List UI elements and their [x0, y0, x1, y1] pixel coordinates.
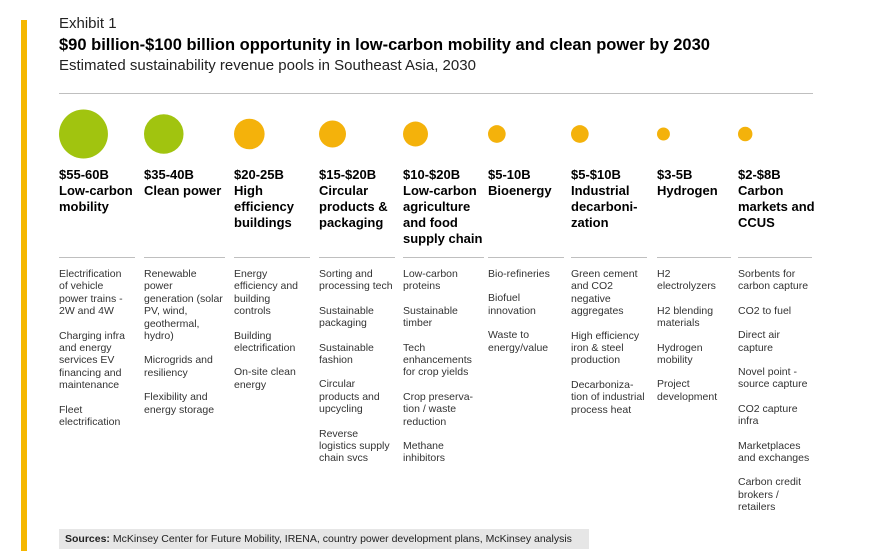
- category-value: $15-$20B: [319, 167, 377, 182]
- category-items: Energy efficiency and building controls B…: [234, 268, 308, 403]
- list-item: Green cement and CO2 negative aggregates: [571, 268, 638, 318]
- category-label: Carbon markets and CCUS: [738, 183, 815, 230]
- bubble-0: [59, 109, 108, 159]
- column-divider: [59, 257, 135, 258]
- list-item: Building electrification: [234, 329, 296, 355]
- category-header-7: $3-5B Hydrogen: [657, 167, 735, 199]
- chart-subtitle: Estimated sustainability revenue pools i…: [59, 57, 476, 74]
- category-items: Green cement and CO2 negative aggregates…: [571, 268, 645, 428]
- category-value: $20-25B: [234, 167, 284, 182]
- bubble-8: [738, 126, 753, 142]
- accent-bar: [21, 20, 27, 551]
- list-item: H2 blending materials: [657, 304, 714, 330]
- bubble-5: [488, 125, 506, 143]
- category-items: Bio-refineries Biofuel innovation Waste to…: [488, 268, 562, 366]
- bubble-1: [144, 114, 184, 154]
- category-header-3: $15-$20B Circular products & packaging: [319, 167, 399, 231]
- column-divider: [488, 257, 564, 258]
- list-item: Novel point - source capture: [738, 366, 808, 391]
- category-label: High efficiency buildings: [234, 183, 294, 230]
- list-item: CO2 capture infra: [738, 402, 798, 428]
- column-divider: [319, 257, 395, 258]
- list-item: Marketplaces and exchanges: [738, 439, 810, 465]
- sources-label: Sources:: [65, 533, 110, 545]
- sources-text: McKinsey Center for Future Mobility, IRE…: [112, 533, 572, 545]
- category-value: $5-10B: [488, 167, 531, 182]
- column-divider: [234, 257, 310, 258]
- list-item: Methane inhibitors: [403, 440, 446, 465]
- category-header-8: $2-$8B Carbon markets and CCUS: [738, 167, 816, 231]
- category-label: Bioenergy: [488, 183, 552, 198]
- category-items: Electrification of vehicle power trains …: [59, 268, 133, 440]
- category-header-6: $5-$10B Industrial decarboni-zation: [571, 167, 651, 231]
- bubble-3: [319, 120, 347, 148]
- list-item: Tech enhancements for crop yields: [403, 341, 472, 379]
- category-header-4: $10-$20B Low-carbon agriculture and food …: [403, 167, 488, 247]
- list-item: Sorbents for carbon capture: [738, 268, 809, 293]
- sources-note: Sources: McKinsey Center for Future Mobi…: [59, 529, 589, 549]
- category-label: Circular products & packaging: [319, 183, 388, 230]
- category-value: $55-60B: [59, 167, 109, 182]
- bubble-6: [571, 125, 589, 143]
- category-value: $3-5B: [657, 167, 693, 182]
- list-item: Hydrogen mobility: [657, 341, 703, 367]
- exhibit-label: Exhibit 1: [59, 15, 117, 32]
- column-divider: [403, 257, 484, 258]
- category-items: Renewable power generation (solar PV, wi…: [144, 268, 223, 428]
- column-divider: [657, 257, 731, 258]
- column-divider: [571, 257, 647, 258]
- list-item: Energy efficiency and building controls: [234, 268, 299, 318]
- list-item: Sustainable packaging: [319, 304, 374, 330]
- list-item: Charging infra and energy services EV fi…: [59, 329, 125, 392]
- list-item: On-site clean energy: [234, 366, 296, 391]
- list-item: Crop preserva-tion / waste reduction: [403, 390, 474, 428]
- list-item: Waste to energy/value: [488, 329, 549, 354]
- category-header-2: $20-25B High efficiency buildings: [234, 167, 314, 231]
- category-items: Low-carbon proteins Sustainable timber Tec…: [403, 268, 482, 477]
- column-divider: [144, 257, 225, 258]
- header-rule: [59, 93, 813, 94]
- list-item: Carbon credit brokers / retailers: [738, 476, 802, 514]
- list-item: High efficiency iron & steel production: [571, 329, 640, 367]
- list-item: Circular products and upcycling: [319, 378, 380, 416]
- list-item: CO2 to fuel: [738, 304, 792, 317]
- bubble-4: [403, 121, 428, 147]
- list-item: Microgrids and resiliency: [144, 354, 213, 379]
- list-item: Biofuel innovation: [488, 292, 536, 317]
- category-header-0: $55-60B Low-carbon mobility: [59, 167, 139, 215]
- category-label: Hydrogen: [657, 183, 718, 198]
- category-items: H2 electrolyzers H2 blending materials Hyd…: [657, 268, 729, 415]
- list-item: Flexibility and energy storage: [144, 391, 215, 416]
- list-item: Reverse logistics supply chain svcs: [319, 427, 390, 465]
- category-header-5: $5-10B Bioenergy: [488, 167, 568, 199]
- list-item: Renewable power generation (solar PV, wi…: [144, 268, 223, 343]
- list-item: Decarboniza-tion of industrial process h…: [571, 378, 645, 416]
- column-divider: [738, 257, 812, 258]
- list-item: Sustainable fashion: [319, 341, 374, 367]
- category-value: $10-$20B: [403, 167, 461, 182]
- list-item: Sorting and processing tech: [319, 268, 393, 293]
- category-value: $35-40B: [144, 167, 194, 182]
- list-item: Project development: [657, 378, 718, 403]
- list-item: Fleet electrification: [59, 403, 121, 429]
- list-item: Low-carbon proteins: [403, 268, 458, 293]
- category-items: Sorting and processing tech Sustainable p…: [319, 268, 393, 477]
- category-value: $2-$8B: [738, 167, 781, 182]
- list-item: Electrification of vehicle power trains …: [59, 268, 123, 318]
- bubble-2: [234, 118, 265, 150]
- list-item: H2 electrolyzers: [657, 268, 716, 293]
- category-header-1: $35-40B Clean power: [144, 167, 229, 199]
- list-item: Bio-refineries: [488, 268, 550, 280]
- category-label: Low-carbon agriculture and food supply c…: [403, 183, 483, 246]
- category-items: Sorbents for carbon capture CO2 to fuel Di…: [738, 268, 810, 526]
- category-label: Clean power: [144, 183, 222, 198]
- category-label: Low-carbon mobility: [59, 183, 133, 214]
- category-label: Industrial decarboni-zation: [571, 183, 638, 230]
- list-item: Direct air capture: [738, 329, 781, 354]
- chart-title: $90 billion-$100 billion opportunity in …: [59, 36, 710, 54]
- category-value: $5-$10B: [571, 167, 621, 182]
- bubble-7: [657, 127, 670, 141]
- list-item: Sustainable timber: [403, 304, 458, 330]
